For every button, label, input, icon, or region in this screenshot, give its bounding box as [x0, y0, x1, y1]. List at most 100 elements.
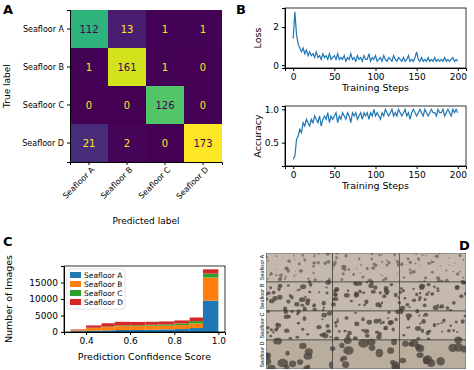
nodule [302, 254, 304, 257]
tick-label: Seafloor A [61, 165, 97, 201]
axis-title: Training Steps [341, 180, 409, 191]
y-axis: Seafloor ASeafloor BSeafloor CSeafloor D [22, 11, 70, 163]
nodule [303, 366, 310, 369]
tick-label: 0.6 [124, 336, 139, 346]
nodule [267, 278, 269, 279]
nodule [406, 313, 412, 318]
nodule [426, 283, 430, 286]
nodule [462, 277, 464, 279]
tick-label: 10000 [29, 294, 58, 304]
tile-border [266, 253, 333, 282]
tick-label: 200 [450, 72, 467, 82]
nodule [395, 318, 398, 322]
nodule [368, 283, 373, 288]
histogram-bar [86, 328, 101, 331]
tick: Seafloor D [22, 139, 70, 148]
nodule [416, 344, 424, 352]
tick: 2 [273, 22, 285, 32]
nodule [425, 293, 429, 296]
axis-line [282, 9, 286, 69]
nodule [289, 294, 292, 297]
nodule [427, 262, 430, 265]
nodule [382, 294, 386, 298]
nodule [380, 274, 381, 275]
nodule [459, 271, 461, 273]
histogram-bar [86, 325, 101, 327]
nodule [464, 315, 466, 318]
nodule [358, 304, 361, 306]
tick: Seafloor A [23, 25, 70, 34]
nodule [350, 300, 353, 302]
nodule [452, 301, 456, 305]
tile-border [333, 253, 400, 282]
nodule [415, 293, 418, 297]
nodule [430, 292, 434, 296]
nodule [388, 320, 393, 324]
nodule [363, 304, 366, 307]
nodule [400, 263, 404, 267]
nodule [412, 288, 414, 290]
image-tile [333, 310, 400, 341]
nodule [294, 302, 299, 306]
nodule [452, 271, 454, 273]
figure: 11213111161100012602120173Seafloor ASeaf… [0, 0, 474, 370]
nodule [354, 312, 357, 314]
nodule [419, 292, 421, 295]
data-label: 126 [155, 100, 174, 111]
nodule [308, 291, 311, 293]
axis-line [286, 69, 467, 72]
nodule [269, 286, 272, 289]
heatmap-cell [146, 124, 184, 162]
nodule [375, 302, 380, 307]
nodule [361, 329, 364, 332]
nodule [385, 263, 388, 266]
nodule [298, 263, 301, 266]
nodule [279, 273, 283, 277]
plot-area [293, 12, 458, 62]
tick-label: 0.4 [79, 336, 94, 346]
nodule [454, 262, 455, 263]
nodule [347, 290, 350, 292]
heatmap-cells [70, 10, 222, 162]
data-label: 112 [79, 24, 98, 35]
tile-border [333, 340, 400, 369]
nodule [267, 365, 275, 369]
image-background [266, 311, 333, 340]
histogram-bar [203, 278, 218, 301]
histogram-bar [71, 330, 86, 332]
axis-title: Loss [252, 28, 263, 49]
nodule [300, 284, 306, 289]
tick-mark [174, 332, 175, 335]
nodule [306, 300, 309, 303]
nodule [312, 261, 316, 264]
tick: Seafloor C [137, 162, 173, 201]
image-background [399, 282, 466, 311]
nodule [286, 269, 290, 273]
tick: 0.5 [265, 138, 285, 148]
tick: 0 [52, 327, 64, 337]
nodule [421, 329, 424, 333]
histogram-bar [115, 326, 130, 330]
axis-title: Prediction Confidence Score [78, 351, 211, 362]
panel-label: D [459, 238, 470, 253]
image-background [266, 253, 333, 282]
tick-label: 0 [273, 61, 279, 71]
nodule [387, 347, 394, 354]
histogram-bar [174, 329, 189, 332]
nodule [321, 318, 323, 320]
panel-label: C [3, 234, 13, 249]
tick-mark [218, 332, 219, 335]
nodule [422, 254, 424, 256]
tick: 0 [291, 166, 297, 180]
nodule [424, 276, 427, 279]
nodule [423, 303, 427, 307]
tick: 100 [367, 68, 384, 82]
nodule [392, 361, 400, 369]
image-tile [266, 309, 333, 340]
nodule [396, 260, 399, 263]
tile-border [399, 311, 466, 340]
histogram-bar [159, 321, 174, 324]
nodule [326, 324, 330, 328]
tick-label: 0.8 [168, 336, 183, 346]
histogram-bar [174, 323, 189, 325]
